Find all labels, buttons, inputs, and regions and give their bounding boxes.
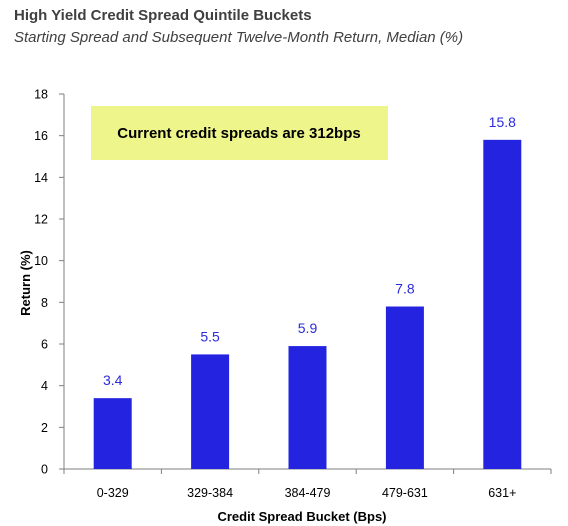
y-tick-label: 6 bbox=[41, 338, 48, 352]
y-tick-label: 2 bbox=[41, 421, 48, 435]
data-label: 15.8 bbox=[489, 114, 516, 130]
callout-text: Current credit spreads are 312bps bbox=[117, 125, 360, 142]
y-tick-label: 10 bbox=[34, 254, 48, 268]
callout-box bbox=[91, 106, 388, 160]
data-labels: 3.4 5.5 5.9 7.8 15.8 bbox=[103, 114, 516, 388]
y-tick-label: 18 bbox=[34, 88, 48, 102]
x-tick-label: 384-479 bbox=[285, 486, 331, 500]
data-label: 5.9 bbox=[298, 320, 318, 336]
x-axis-title: Credit Spread Bucket (Bps) bbox=[217, 509, 386, 524]
y-axis-title: Return (%) bbox=[18, 250, 33, 316]
x-tick-label: 0-329 bbox=[97, 486, 129, 500]
bar bbox=[385, 306, 424, 469]
x-tick-label: 329-384 bbox=[187, 486, 233, 500]
y-tick-label: 12 bbox=[34, 213, 48, 227]
data-label: 7.8 bbox=[395, 281, 415, 297]
y-tick-label: 4 bbox=[41, 379, 48, 393]
y-axis: 0 2 4 6 8 10 12 14 16 18 bbox=[34, 88, 65, 477]
x-tick-label: 631+ bbox=[488, 486, 516, 500]
y-tick-label: 8 bbox=[41, 296, 48, 310]
bar bbox=[288, 346, 327, 469]
data-label: 3.4 bbox=[103, 372, 123, 388]
annotation-callout: Current credit spreads are 312bps bbox=[91, 106, 388, 160]
x-axis: 0-329 329-384 384-479 479-631 631+ bbox=[63, 468, 552, 500]
y-tick-label: 16 bbox=[34, 129, 48, 143]
bar bbox=[483, 139, 522, 470]
chart-subtitle: Starting Spread and Subsequent Twelve-Mo… bbox=[14, 29, 464, 46]
bar bbox=[191, 354, 230, 469]
data-label: 5.5 bbox=[200, 328, 220, 344]
x-tick-label: 479-631 bbox=[382, 486, 428, 500]
bar bbox=[93, 398, 132, 469]
bar-series bbox=[93, 139, 522, 470]
y-tick-label: 0 bbox=[41, 463, 48, 477]
chart-title: High Yield Credit Spread Quintile Bucket… bbox=[14, 7, 312, 24]
y-tick-label: 14 bbox=[34, 171, 48, 185]
